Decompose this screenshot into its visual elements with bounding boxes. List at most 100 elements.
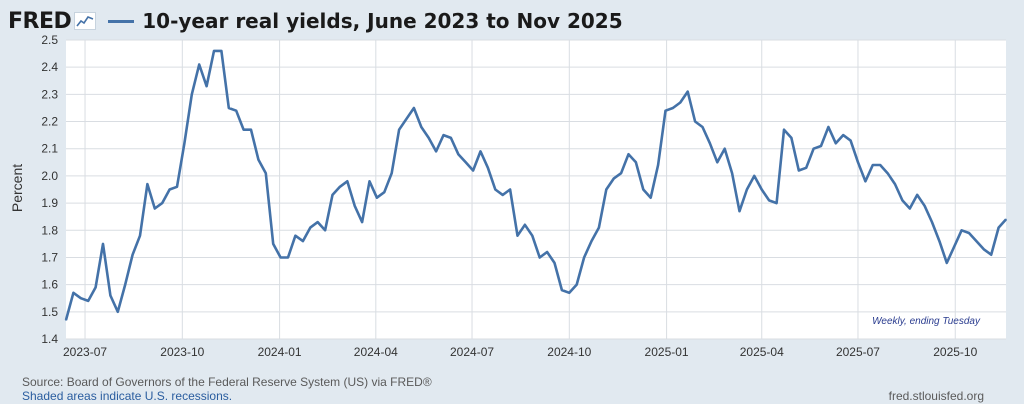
chart-header: FRED 10-year real yields, June 2023 to N…: [8, 4, 623, 38]
y-tick-label: 1.8: [41, 223, 58, 237]
data-point: [131, 253, 134, 256]
data-point: [228, 107, 230, 109]
data-point: [479, 150, 482, 153]
x-tick-label: 2024-04: [354, 345, 398, 359]
x-tick-label: 2023-07: [63, 345, 107, 359]
y-tick-label: 1.6: [41, 278, 58, 292]
chart-title: 10-year real yields, June 2023 to Nov 20…: [142, 9, 623, 33]
fred-logo[interactable]: FRED: [8, 8, 72, 34]
data-point: [916, 194, 918, 196]
x-tick-label: 2024-01: [258, 345, 302, 359]
data-point: [191, 93, 193, 96]
x-tick-label: 2023-10: [160, 345, 204, 359]
y-axis-ticks: 1.4 1.5 1.6 1.7 1.8 1.9 2.0 2.1 2.2 2.3 2.4 2.5: [41, 33, 58, 346]
data-point: [723, 147, 726, 150]
data-point: [553, 262, 556, 264]
data-point: [842, 134, 844, 136]
data-point: [531, 234, 534, 237]
data-point: [960, 229, 963, 232]
data-point: [398, 128, 400, 131]
data-point: [265, 172, 267, 174]
footer-source: Source: Board of Governors of the Federa…: [22, 375, 432, 403]
data-point: [672, 107, 674, 109]
data-point: [805, 166, 807, 169]
data-point: [968, 232, 970, 234]
data-point: [938, 240, 941, 242]
data-point: [390, 172, 393, 174]
y-axis-label: Percent: [9, 164, 25, 212]
data-point: [990, 253, 992, 256]
data-point: [923, 205, 926, 207]
data-point: [161, 202, 164, 204]
x-tick-label: 2025-01: [645, 345, 689, 359]
data-point: [198, 63, 201, 66]
data-point: [827, 126, 830, 128]
data-point: [686, 90, 689, 93]
y-tick-label: 2.0: [41, 169, 58, 183]
data-point: [620, 172, 622, 174]
data-point: [820, 145, 822, 147]
footer-site-link[interactable]: fred.stlouisfed.org: [888, 389, 984, 403]
data-point: [435, 150, 437, 153]
data-point: [309, 226, 312, 229]
data-point: [746, 188, 748, 191]
data-point: [1005, 218, 1007, 221]
data-point: [220, 50, 223, 52]
series-line: [64, 49, 1007, 321]
y-tick-label: 2.1: [41, 142, 58, 156]
data-point: [783, 128, 785, 131]
data-point: [516, 234, 519, 237]
data-point: [894, 183, 896, 185]
data-point: [657, 164, 659, 166]
y-tick-label: 2.2: [41, 115, 58, 129]
data-point: [279, 256, 282, 259]
data-point: [731, 172, 733, 174]
recession-note[interactable]: Shaded areas indicate U.S. recessions.: [22, 389, 233, 403]
data-point: [982, 248, 985, 251]
data-point: [583, 256, 585, 259]
data-point: [561, 289, 563, 291]
y-tick-label: 2.3: [41, 87, 58, 101]
data-point: [753, 175, 756, 177]
y-tick-label: 1.9: [41, 196, 58, 210]
data-point: [975, 240, 978, 242]
data-point: [368, 180, 371, 183]
data-point: [331, 194, 334, 196]
data-point: [598, 226, 600, 229]
data-point: [361, 221, 363, 223]
data-point: [664, 109, 667, 112]
data-point: [797, 169, 800, 172]
data-point: [871, 164, 874, 166]
data-point: [442, 134, 445, 136]
data-point: [524, 224, 526, 226]
data-point: [287, 256, 289, 259]
data-point: [649, 196, 652, 199]
plot-area: [66, 40, 1006, 339]
data-point: [812, 147, 815, 150]
data-point: [450, 137, 452, 139]
data-point: [605, 188, 608, 191]
data-point: [339, 185, 341, 188]
data-point: [487, 166, 489, 169]
data-point: [546, 251, 548, 253]
data-point: [316, 221, 319, 223]
y-tick-label: 1.7: [41, 250, 58, 264]
y-tick-label: 2.5: [41, 33, 58, 47]
x-tick-label: 2025-10: [933, 345, 977, 359]
data-point: [383, 191, 386, 194]
x-tick-label: 2025-07: [836, 345, 880, 359]
data-point: [124, 283, 127, 286]
frequency-annotation: Weekly, ending Tuesday: [872, 316, 981, 327]
data-point: [709, 142, 711, 145]
x-tick-label: 2024-10: [547, 345, 591, 359]
data-point: [834, 142, 837, 145]
x-axis-ticks: 2023-07 2023-10 2024-01 2024-04 2024-07 2024-…: [63, 345, 978, 359]
data-point: [849, 139, 852, 142]
data-point: [857, 161, 859, 164]
data-point: [716, 161, 719, 164]
data-point: [72, 291, 75, 294]
data-point: [213, 50, 215, 52]
data-point: [864, 180, 867, 183]
data-point: [464, 161, 467, 164]
line-chart-icon: [74, 12, 97, 30]
